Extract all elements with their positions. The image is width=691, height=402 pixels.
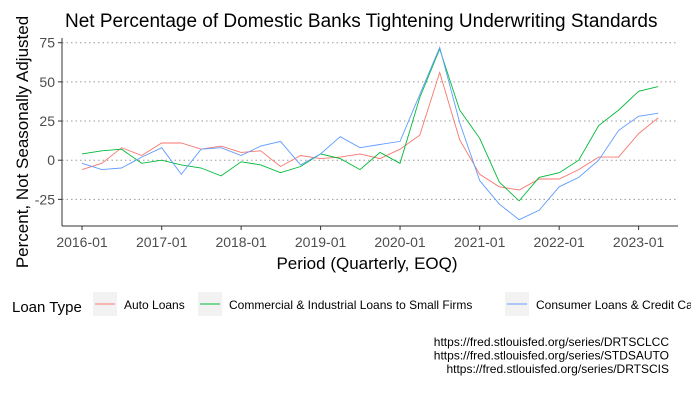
x-tick-label: 2017-01: [136, 234, 188, 250]
y-tick-label: 0: [47, 152, 55, 168]
chart-title: Net Percentage of Domestic Banks Tighten…: [65, 11, 657, 32]
source-captions: https://fred.stlouisfed.org/series/DRTSC…: [434, 335, 670, 376]
y-tick-label: 50: [39, 74, 55, 90]
legend-label: Consumer Loans & Credit Cards: [536, 298, 691, 312]
x-tick-label: 2016-01: [56, 234, 108, 250]
series-lines: [81, 46, 659, 221]
series-line: [81, 70, 659, 191]
y-axis-title: Percent, Not Seasonally Adjusted: [13, 16, 32, 268]
y-axis-ticks: -25 0 25 50 75: [35, 35, 678, 227]
x-tick-label: 2018-01: [215, 234, 267, 250]
y-tick-label: 25: [39, 113, 55, 129]
legend-label: Commercial & Industrial Loans to Small F…: [229, 298, 472, 312]
series-line: [81, 46, 659, 221]
x-tick-label: 2019-01: [295, 234, 347, 250]
x-tick-label: 2022-01: [533, 234, 585, 250]
source-caption: https://fred.stlouisfed.org/series/STDSA…: [434, 349, 669, 363]
x-tick-label: 2020-01: [374, 234, 426, 250]
x-axis-ticks: 2016-01 2017-01 2018-01 2019-01 2020-01 2021-…: [56, 226, 664, 250]
x-axis-title: Period (Quarterly, EOQ): [276, 254, 457, 273]
legend-title: Loan Type: [12, 299, 82, 316]
legend-label: Auto Loans: [124, 298, 185, 312]
x-tick-label: 2023-01: [613, 234, 665, 250]
y-tick-label: -25: [35, 191, 55, 207]
gridlines: [62, 42, 678, 200]
legend: Loan Type Auto Loans Commercial & Industr…: [12, 292, 691, 316]
y-tick-label: 75: [39, 35, 55, 51]
source-caption: https://fred.stlouisfed.org/series/DRTSC…: [434, 335, 670, 349]
series-line: [81, 47, 659, 202]
source-caption: https://fred.stlouisfed.org/series/DRTSC…: [446, 362, 669, 376]
x-tick-label: 2021-01: [454, 234, 506, 250]
